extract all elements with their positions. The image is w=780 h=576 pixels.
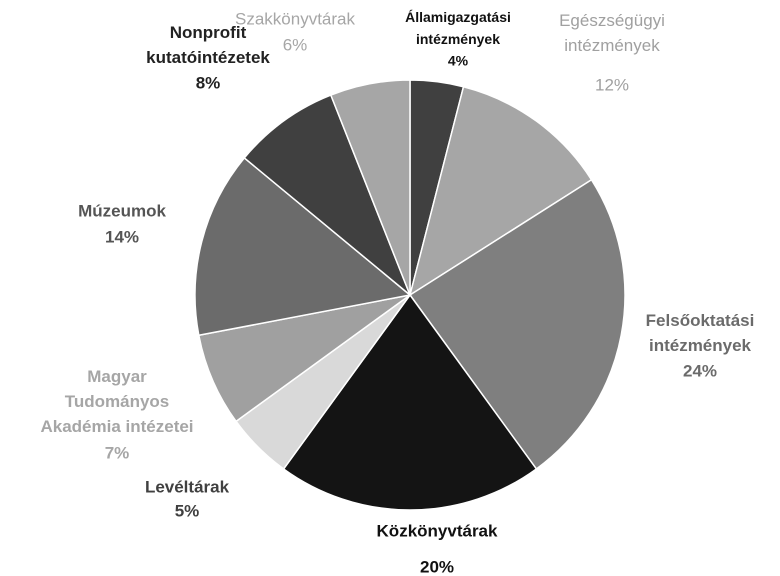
value-label: 12%	[595, 75, 629, 94]
slice-label: Nonprofit kutatóintézetek	[146, 23, 270, 67]
pie-slice	[329, 79, 411, 296]
slice-label: Szakkönyvtárak	[235, 9, 355, 28]
slice-label: Államigazgatási intézmények	[405, 9, 511, 47]
pie-slice	[282, 293, 538, 511]
value-label: 7%	[105, 443, 130, 462]
value-label: 20%	[420, 557, 454, 576]
slice-label: Múzeumok	[78, 201, 166, 220]
slice-label: Felsőoktatási intézmények	[646, 311, 755, 355]
pie-slice	[408, 178, 626, 470]
slice-label: Levéltárak	[145, 477, 230, 496]
value-label: 8%	[196, 73, 221, 92]
slice-label: Egészségügyi intézmények	[559, 11, 665, 55]
value-label: 4%	[448, 53, 469, 69]
pie-slice	[194, 156, 412, 337]
value-label: 5%	[175, 501, 200, 520]
slice-label: Közkönyvtárak	[377, 521, 498, 540]
pie-slice	[408, 85, 593, 297]
value-label: 6%	[283, 35, 308, 54]
slice-label: Magyar Tudományos Akadémia intézetei	[40, 367, 193, 436]
value-label: 24%	[683, 361, 717, 380]
value-label: 14%	[105, 227, 139, 246]
pie-slice	[243, 94, 411, 296]
